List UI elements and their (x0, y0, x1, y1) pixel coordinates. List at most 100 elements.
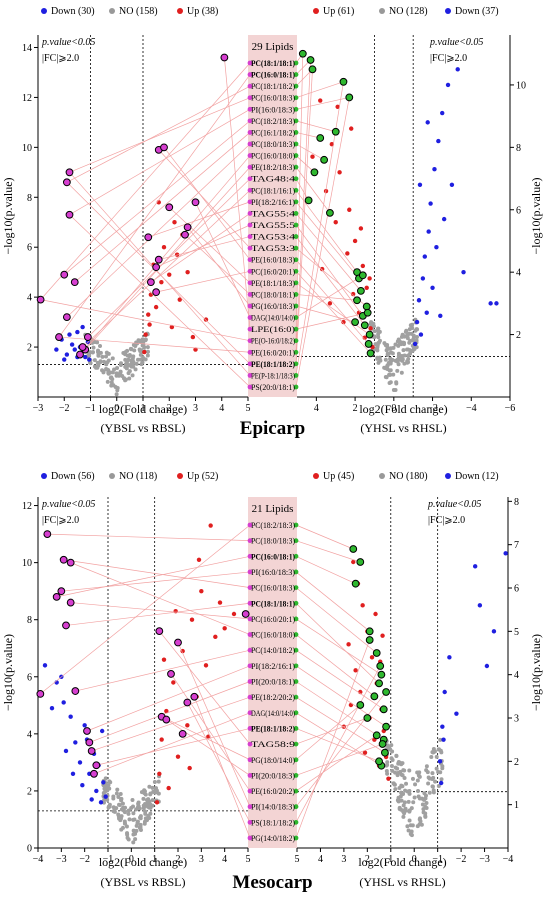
up-point (208, 523, 213, 528)
y-tick-label: 3 (514, 714, 519, 725)
lipid-right-marker (293, 835, 299, 841)
no-change-point (100, 354, 105, 359)
connector-line (159, 630, 251, 745)
x-tick-label: −2 (59, 403, 70, 414)
y-tick-label: 2 (27, 786, 32, 797)
legend-entry: Down (56) (51, 471, 95, 482)
highlighted-point (162, 715, 171, 724)
connector-line (69, 214, 251, 388)
no-change-point (424, 764, 429, 769)
no-change-point (402, 353, 407, 358)
connector-line (295, 132, 321, 139)
lipid-right-marker (293, 153, 299, 158)
x-tick-label: 4 (318, 854, 323, 865)
y-tick-label: 4 (27, 293, 32, 304)
no-change-point (383, 366, 388, 371)
lipid-label: PC(18:0/18:3) (251, 140, 295, 149)
down-point (425, 120, 430, 125)
x-tick-label: −4 (503, 854, 514, 865)
up-point (380, 633, 385, 638)
down-point (69, 342, 75, 347)
up-point (349, 126, 354, 131)
legend-marker (313, 473, 319, 479)
lipid-left-marker (247, 153, 253, 158)
no-change-point (401, 803, 406, 808)
lipid-count-title: 29 Lipids (252, 41, 294, 53)
down-point (61, 700, 66, 705)
x-tick-label: −3 (479, 854, 490, 865)
highlighted-point (358, 271, 367, 280)
up-point (364, 285, 369, 290)
up-point (341, 319, 346, 325)
highlighted-point (62, 178, 71, 187)
no-change-point (399, 370, 404, 375)
x-tick-label: −6 (505, 403, 516, 414)
connector-line (194, 696, 251, 839)
up-point (146, 312, 151, 317)
lipid-label: PI(14:0/18:3) (251, 803, 295, 812)
up-point (358, 226, 364, 231)
no-change-point (150, 798, 155, 803)
down-point (454, 711, 459, 716)
down-point (434, 245, 439, 250)
up-point (177, 297, 182, 302)
lipid-label: PC(18:2/18:3) (251, 521, 295, 530)
up-point (360, 603, 365, 608)
p-value-annotation: p.value<0.05 (41, 499, 95, 510)
legend-marker (313, 8, 319, 14)
no-change-point (145, 804, 150, 809)
no-change-point (407, 340, 412, 345)
no-change-point (118, 361, 123, 366)
lipid-band (248, 35, 297, 397)
no-change-point (115, 365, 120, 370)
down-point (440, 110, 445, 116)
highlighted-point (379, 705, 388, 714)
legend-marker (379, 473, 385, 479)
lipid-label: PG(16:0/18:3) (251, 302, 295, 311)
highlighted-point (372, 649, 381, 657)
highlighted-point (190, 692, 199, 701)
no-change-point (432, 749, 437, 754)
up-point (373, 611, 378, 617)
lipid-left-marker (247, 315, 253, 320)
fc-annotation: |FC|⩾2.0 (428, 515, 465, 526)
highlighted-point (356, 701, 365, 709)
legend-marker (41, 473, 47, 479)
no-change-point (416, 794, 421, 799)
y-tick-label: 10 (516, 80, 526, 91)
highlighted-point (370, 692, 379, 701)
lipid-left-marker (247, 164, 253, 170)
highlighted-left-points (36, 53, 229, 359)
lipid-label: PI(16:0/18:3) (251, 105, 295, 114)
highlighted-point (310, 168, 319, 177)
down-point (503, 551, 508, 556)
no-change-point (124, 366, 129, 371)
no-change-point (406, 353, 411, 358)
connector-line (295, 587, 377, 654)
no-change-point (406, 356, 411, 361)
down-point (101, 780, 106, 785)
no-change-point (156, 779, 161, 784)
no-change-point (407, 809, 412, 814)
no-change-point (389, 756, 394, 761)
up-point (185, 269, 190, 275)
lipid-label: PC(18:1/18:2) (251, 82, 295, 91)
legend-marker (445, 8, 451, 14)
highlighted-point (366, 349, 375, 358)
no-change-point (372, 329, 377, 334)
down-point (441, 216, 447, 222)
no-change-point (394, 753, 399, 758)
highlighted-point (378, 740, 387, 748)
connector-line (295, 555, 356, 584)
no-change-point (117, 373, 122, 378)
left-volcano-panel: −4 −3 −2 −1 0 1 2 3 4 5024681012−log10(p.value)lo… (1, 471, 251, 889)
up-point (369, 655, 375, 660)
no-change-point (393, 787, 398, 792)
legend-marker (109, 8, 115, 14)
down-point (414, 319, 420, 325)
no-change-point (385, 345, 390, 350)
connector-line (96, 728, 251, 766)
lipid-left-marker (247, 694, 253, 700)
lipid-left-marker (247, 245, 253, 251)
highlighted-point (351, 579, 360, 588)
